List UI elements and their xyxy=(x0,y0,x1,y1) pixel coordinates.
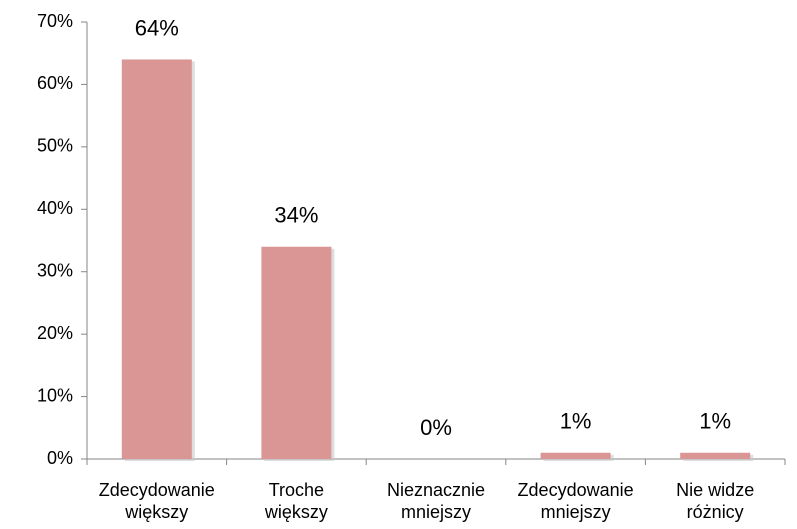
y-tick-label: 70% xyxy=(37,11,73,31)
y-tick-label: 60% xyxy=(37,73,73,93)
bar xyxy=(680,452,751,459)
x-tick-label: Troche większy xyxy=(264,480,328,522)
bar xyxy=(261,246,332,459)
x-tick-label: Zdecydowanie mniejszy xyxy=(517,480,634,522)
y-tick-label: 50% xyxy=(37,136,73,156)
x-tick-label: Zdecydowanie większy xyxy=(98,480,215,522)
value-label: 1% xyxy=(560,409,592,434)
y-tick-label: 40% xyxy=(37,198,73,218)
y-tick-label: 0% xyxy=(47,448,73,468)
y-tick-label: 10% xyxy=(37,385,73,405)
x-tick-label: Nieznacznie mniejszy xyxy=(386,480,486,522)
y-tick-label: 30% xyxy=(37,260,73,280)
value-label: 1% xyxy=(699,409,731,434)
bar xyxy=(540,452,611,459)
value-label: 0% xyxy=(420,415,452,440)
y-tick-label: 20% xyxy=(37,323,73,343)
value-label: 34% xyxy=(274,203,318,228)
bar xyxy=(121,59,192,459)
value-label: 64% xyxy=(135,15,179,40)
x-tick-label: Nie widze różnicy xyxy=(676,480,755,522)
